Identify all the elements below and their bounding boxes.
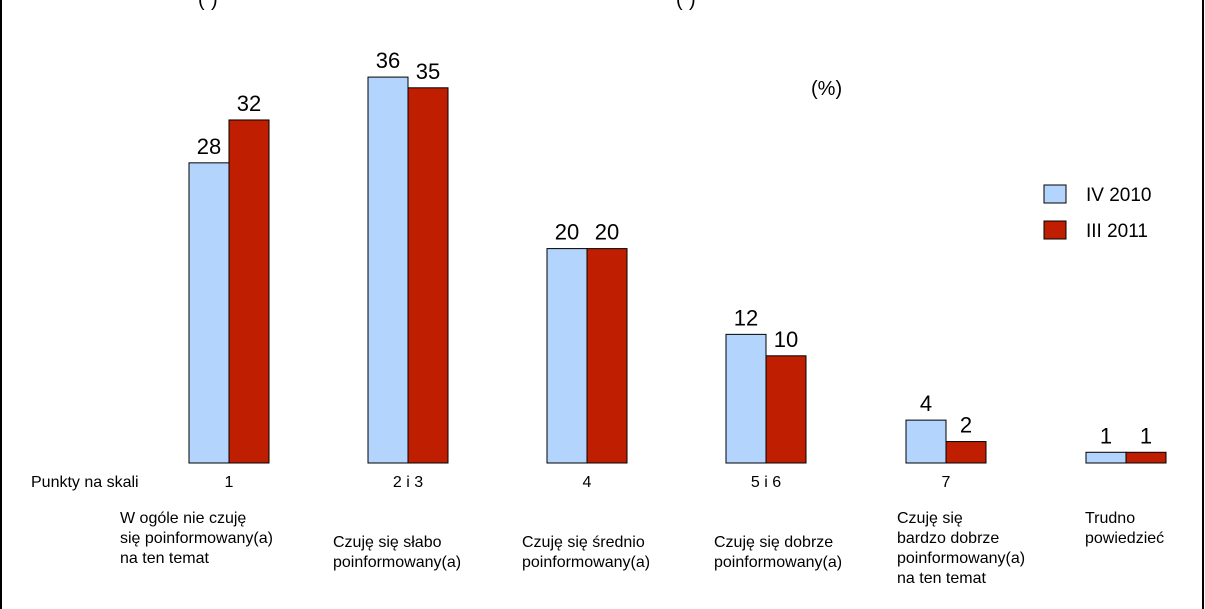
unit-label: (%) [811, 78, 842, 100]
bar-iv-2010-2 [546, 248, 588, 464]
bar-iv-2010-4 [905, 419, 947, 464]
header-fragment-right: ( [676, 0, 683, 11]
category-desc-0-0: W ogóle nie czuję [120, 510, 246, 527]
tick-label-1: 2 i 3 [393, 474, 423, 491]
header-fragment-left: ( [198, 0, 205, 11]
category-desc-3-1: poinformowany(a) [714, 554, 842, 571]
legend-swatch-iv-2010 [1043, 184, 1067, 204]
data-label-iii-2011-4: 2 [960, 413, 972, 438]
frame-left-border [0, 0, 2, 609]
category-desc-3-0: Czuję się dobrze [714, 534, 833, 551]
header-fragment-left-end: ) [211, 0, 218, 11]
category-desc-0-2: na ten temat [120, 550, 210, 567]
legend-label-iii-2011: III 2011 [1086, 221, 1148, 242]
bar-iv-2010-3 [725, 333, 767, 464]
bar-iii-2011-3 [765, 355, 807, 464]
legend-label-iv-2010: IV 2010 [1086, 185, 1152, 206]
tick-label-0: 1 [225, 474, 234, 491]
scale-label: Punkty na skali [31, 474, 139, 491]
data-label-iii-2011-5: 1 [1140, 423, 1152, 448]
bar-iii-2011-1 [407, 87, 449, 464]
category-desc-5-0: Trudno [1085, 510, 1135, 527]
legend-swatch-iii-2011 [1043, 220, 1067, 240]
category-desc-5-1: powiedzieć [1085, 530, 1164, 547]
data-label-iv-2010-3: 12 [734, 305, 758, 330]
category-desc-4-3: na ten temat [897, 570, 987, 587]
data-label-iii-2011-1: 35 [416, 59, 440, 84]
category-desc-0-1: się poinformowany(a) [120, 530, 273, 547]
bar-iii-2011-4 [945, 441, 987, 464]
tick-label-2: 4 [583, 474, 592, 491]
bar-iii-2011-2 [586, 248, 628, 464]
category-desc-2-0: Czuję się średnio [522, 534, 645, 551]
data-label-iv-2010-2: 20 [555, 220, 579, 245]
category-desc-4-2: poinformowany(a) [897, 550, 1025, 567]
bar-iv-2010-0 [188, 162, 230, 464]
bar-iii-2011-5 [1125, 451, 1167, 464]
data-label-iv-2010-0: 28 [197, 134, 221, 159]
bar-iii-2011-0 [228, 119, 270, 464]
data-label-iii-2011-3: 10 [774, 327, 798, 352]
category-desc-4-0: Czuję się [897, 510, 963, 527]
category-desc-2-1: poinformowany(a) [522, 554, 650, 571]
category-desc-4-1: bardzo dobrze [897, 530, 999, 547]
header-fragment-right-end: ) [689, 0, 696, 11]
data-label-iii-2011-0: 32 [237, 91, 261, 116]
category-desc-1-0: Czuję się słabo [333, 534, 442, 551]
data-label-iii-2011-2: 20 [595, 220, 619, 245]
frame-right-border [1202, 0, 1204, 609]
bar-iv-2010-5 [1085, 451, 1127, 464]
data-label-iv-2010-5: 1 [1100, 423, 1112, 448]
data-label-iv-2010-1: 36 [376, 48, 400, 73]
tick-label-4: 7 [942, 474, 951, 491]
bar-iv-2010-1 [367, 76, 409, 464]
tick-label-3: 5 i 6 [751, 474, 781, 491]
data-label-iv-2010-4: 4 [920, 391, 932, 416]
category-desc-1-1: poinformowany(a) [333, 554, 461, 571]
